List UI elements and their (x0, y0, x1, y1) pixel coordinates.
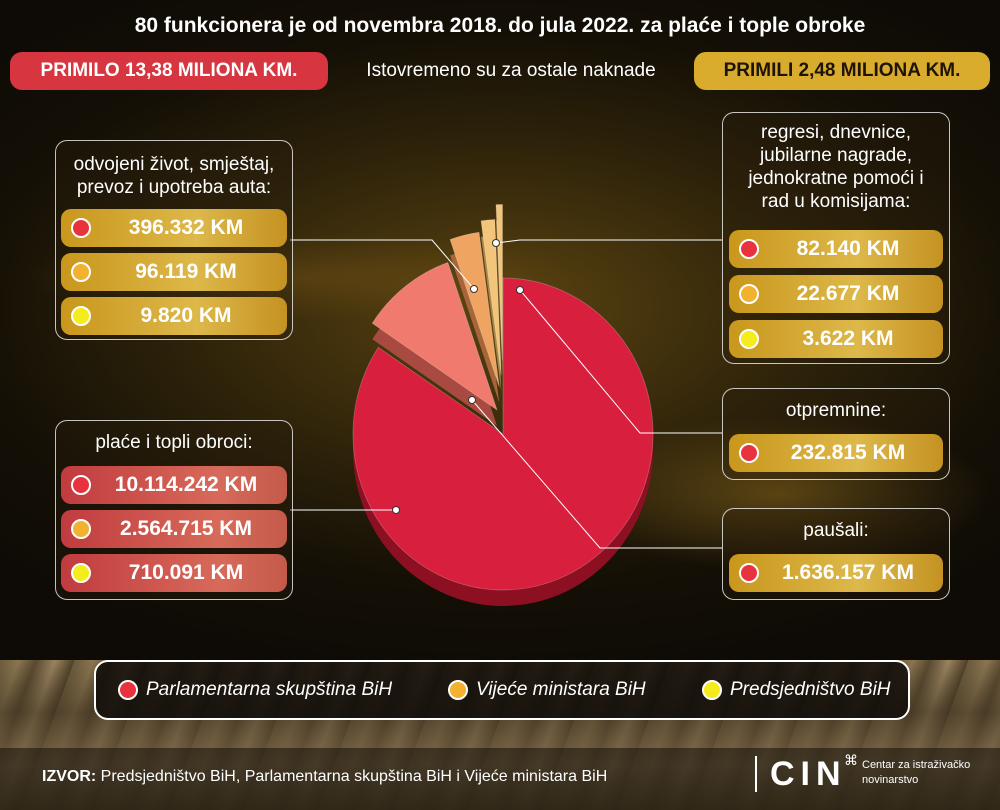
pie-slice-place (352, 277, 654, 591)
value-text: 10.114.242 KM (114, 473, 258, 496)
panel-pausali: paušali: 1.636.157 KM (722, 508, 950, 600)
parlament-legend-dot (118, 680, 138, 700)
panel-pausali-label: paušali: (803, 520, 869, 541)
leader-lines (290, 239, 722, 549)
value-text: 396.332 KM (128, 216, 244, 239)
value-row-parlament: 232.815 KM (729, 434, 943, 472)
value-row-parlament: 10.114.242 KM (61, 466, 287, 504)
pie-slice-odvojeni (449, 231, 500, 387)
parlament-dot (739, 239, 759, 259)
other-total-pill: PRIMILI 2,48 MILIONA KM. (694, 52, 990, 90)
value-row-parlament: 82.140 KM (729, 230, 943, 268)
footer-bar (0, 748, 1000, 810)
vijece-legend-dot (448, 680, 468, 700)
value-row-predsjednistvo: 9.820 KM (61, 297, 287, 335)
pie-slice-pausali (371, 261, 498, 411)
logo-subtitle: Centar za istraživačko novinarstvo (862, 759, 971, 786)
value-row-parlament: 1.636.157 KM (729, 554, 943, 592)
source-line: IZVOR: Predsjedništvo BiH, Parlamentarna… (42, 768, 607, 786)
received-total-pill: PRIMILO 13,38 MILIONA KM. (10, 52, 328, 90)
source-text: Predsjedništvo BiH, Parlamentarna skupšt… (96, 768, 608, 785)
panel-otpremnine-label: otpremnine: (785, 400, 887, 421)
leader-line-otpremnine (519, 289, 722, 434)
value-text: 2.564.715 KM (120, 517, 252, 540)
logo-divider (755, 756, 757, 792)
predsjednistvo-dot (71, 306, 91, 326)
panel-odvojeni-label: odvojeni život, smještaj, prevoz i upotr… (73, 154, 275, 198)
leader-dot-place (392, 506, 400, 514)
legend-item-predsjednistvo: Predsjedništvo BiH (702, 662, 891, 718)
source-label: IZVOR: (42, 768, 97, 785)
value-text: 96.119 KM (135, 260, 237, 283)
legend-label: Vijeće ministara BiH (476, 679, 646, 700)
value-text: 3.622 KM (802, 327, 894, 350)
value-row-predsjednistvo: 710.091 KM (61, 554, 287, 592)
legend-label: Predsjedništvo BiH (730, 679, 891, 700)
legend-item-parlament: Parlamentarna skupština BiH (118, 662, 392, 718)
leader-line-regresi (495, 239, 722, 244)
panel-place-label: plaće i topli obroci: (95, 432, 253, 453)
legend-item-vijece: Vijeće ministara BiH (448, 662, 646, 718)
page-title: 80 funkcionera je od novembra 2018. do j… (134, 14, 866, 37)
pie-slice-odvojeni-depth (450, 248, 500, 403)
value-text: 9.820 KM (140, 304, 232, 327)
panel-regresi-label: regresi, dnevnice, jubilarne nagrade, je… (748, 122, 924, 212)
parlament-dot (739, 563, 759, 583)
predsjednistvo-dot (739, 329, 759, 349)
value-row-vijece: 96.119 KM (61, 253, 287, 291)
value-text: 710.091 KM (128, 561, 244, 584)
leader-dots (392, 239, 524, 514)
leader-line-pausali (471, 399, 722, 549)
parlament-dot (71, 475, 91, 495)
chart-legend: Parlamentarna skupština BiH Vijeće minis… (94, 660, 910, 720)
parlament-dot (739, 443, 759, 463)
vijece-dot (739, 284, 759, 304)
parlament-dot (71, 218, 91, 238)
middle-text: Istovremeno su za ostale naknade (366, 60, 656, 81)
predsjednistvo-legend-dot (702, 680, 722, 700)
value-row-vijece: 22.677 KM (729, 275, 943, 313)
value-text: 82.140 KM (796, 237, 900, 260)
legend-label: Parlamentarna skupština BiH (146, 679, 393, 700)
predsjednistvo-dot (71, 563, 91, 583)
leader-dot-odvojeni (470, 285, 478, 293)
vijece-dot (71, 262, 91, 282)
value-text: 1.636.157 KM (782, 561, 914, 584)
cin-logo: CIN (770, 755, 847, 793)
leader-line-odvojeni (290, 239, 475, 290)
value-row-predsjednistvo: 3.622 KM (729, 320, 943, 358)
leader-dot-regresi (492, 239, 500, 247)
value-row-vijece: 2.564.715 KM (61, 510, 287, 548)
leader-dot-otpremnine (516, 286, 524, 294)
value-text: 232.815 KM (790, 441, 906, 464)
leader-dot-pausali (468, 396, 476, 404)
pie-slices (352, 204, 654, 591)
panel-odvojeni: odvojeni život, smještaj, prevoz i upotr… (55, 140, 293, 340)
vijece-dot (71, 519, 91, 539)
logo-mark-icon: ⌘ (844, 752, 858, 768)
value-text: 22.677 KM (796, 282, 900, 305)
panel-otpremnine: otpremnine: 232.815 KM (722, 388, 950, 480)
panel-regresi: regresi, dnevnice, jubilarne nagrade, je… (722, 112, 950, 364)
value-row-parlament: 396.332 KM (61, 209, 287, 247)
pie-slice-otpremnine (480, 219, 502, 376)
panel-place: plaće i topli obroci: 10.114.242 KM 2.56… (55, 420, 293, 600)
